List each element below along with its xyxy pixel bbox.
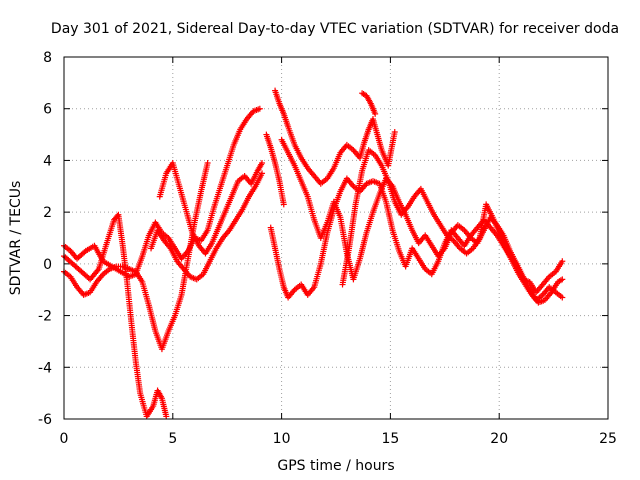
- data-point-marker: [391, 128, 398, 135]
- series-track-j: [359, 90, 379, 117]
- y-tick-label: 6: [43, 102, 52, 118]
- y-tick-label: 2: [43, 205, 52, 221]
- y-axis-label: SDTVAR / TECUs: [8, 181, 24, 296]
- data-point-marker: [559, 294, 566, 301]
- series-track-c: [61, 211, 170, 420]
- y-tick-label: 0: [43, 257, 52, 273]
- data-point-marker: [280, 201, 287, 208]
- data-point-marker: [259, 170, 266, 177]
- mark-layer: [61, 87, 566, 420]
- y-tick-label: 4: [43, 153, 52, 169]
- series-track-g: [267, 175, 566, 304]
- x-tick-label: 10: [273, 431, 291, 447]
- y-tick-label: -6: [38, 412, 52, 428]
- x-tick-label: 15: [381, 431, 399, 447]
- series-track-h: [278, 136, 566, 296]
- data-point-marker: [256, 105, 263, 112]
- plot-frame: [63, 56, 609, 420]
- data-point-marker: [559, 258, 566, 265]
- x-axis-label: GPS time / hours: [277, 458, 394, 474]
- data-point-marker: [259, 160, 266, 167]
- x-tick-label: 20: [490, 431, 508, 447]
- y-tick-label: -4: [38, 360, 52, 376]
- y-tick-label: 8: [43, 50, 52, 66]
- series-track-f: [272, 87, 398, 187]
- chart-title: Day 301 of 2021, Sidereal Day-to-day VTE…: [51, 21, 619, 37]
- series-track-e: [148, 170, 266, 283]
- data-point-marker: [372, 110, 379, 117]
- y-tick-label: -2: [38, 309, 52, 325]
- tick-layer: 0 5 10 15 20 25 -6 -4 -2 0 2 4 6 8: [38, 50, 617, 447]
- series-track-i: [339, 147, 566, 306]
- x-tick-label: 5: [168, 431, 177, 447]
- series-track-d: [156, 160, 266, 257]
- data-point-marker: [163, 413, 170, 420]
- data-point-marker: [204, 160, 211, 167]
- x-tick-label: 0: [60, 431, 69, 447]
- series-track-k: [263, 131, 287, 208]
- data-point-marker: [559, 276, 566, 283]
- x-tick-label: 25: [599, 431, 617, 447]
